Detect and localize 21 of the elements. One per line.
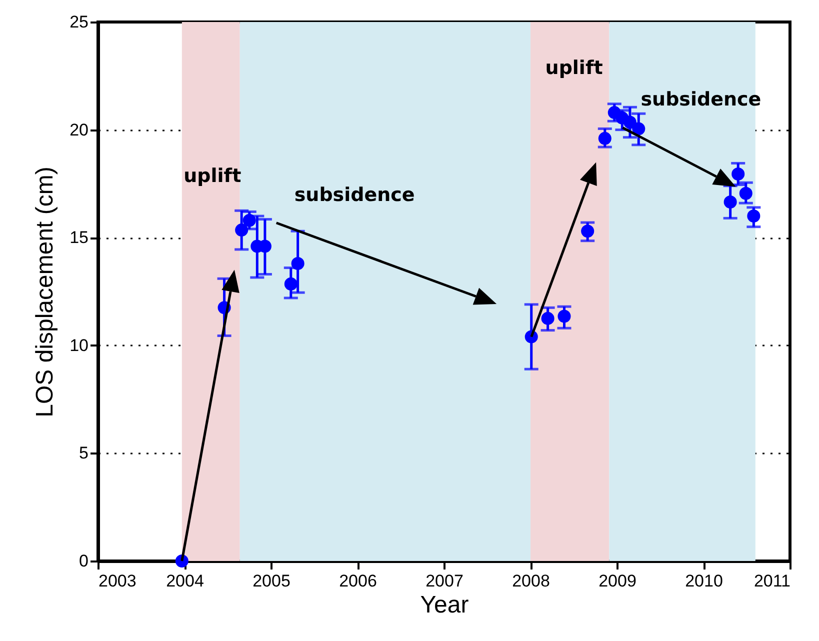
x-tick-label: 2006 [339, 572, 377, 590]
y-tick-label: 5 [79, 444, 88, 463]
x-tick-label: 2007 [426, 572, 464, 590]
annotation: uplift [545, 57, 603, 80]
x-axis-title: Year [420, 592, 469, 618]
x-tick-label: 2004 [166, 572, 204, 590]
y-axis-title: LOS displacement (cm) [32, 166, 59, 418]
x-tick-label: 2003 [98, 572, 136, 590]
y-tick-label: 25 [70, 12, 88, 32]
annotation: uplift [184, 164, 242, 187]
x-tick-label: 2009 [598, 572, 636, 590]
x-tick-label: 2005 [252, 572, 290, 590]
y-tick-label: 0 [79, 552, 88, 570]
annotation: subsidence [640, 88, 762, 111]
y-tick-label: 15 [70, 228, 88, 248]
x-tick-label: 2008 [512, 572, 550, 590]
y-tick-label: 10 [70, 336, 88, 355]
x-tick-label: 2011 [754, 572, 790, 590]
y-tick-label: 20 [70, 120, 88, 140]
annotation: subsidence [294, 184, 415, 206]
x-tick-label: 2010 [685, 572, 723, 590]
